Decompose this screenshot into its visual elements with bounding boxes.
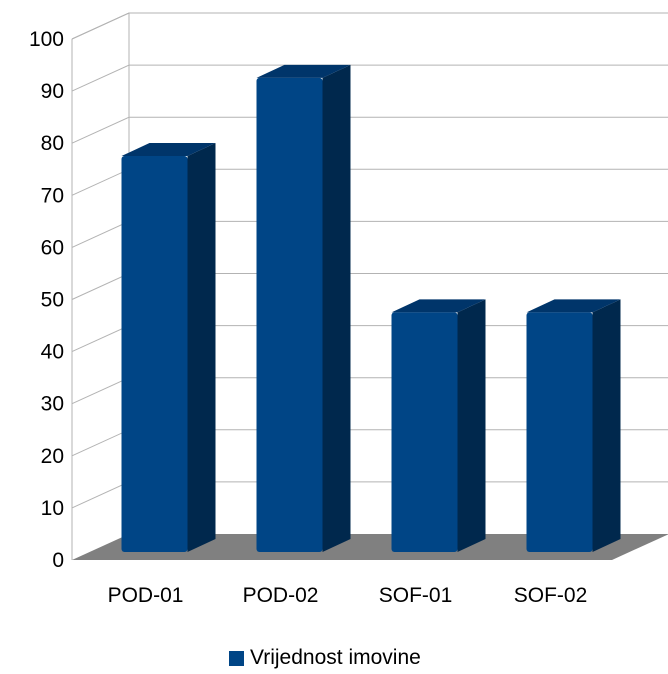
- gridline: [71, 12, 668, 40]
- x-tick-label: POD-01: [108, 584, 184, 607]
- bar-top: [526, 299, 621, 313]
- gridline: [71, 116, 668, 144]
- bar-front: [121, 156, 188, 553]
- y-tick-label: 80: [41, 132, 64, 155]
- gridline: [71, 64, 668, 92]
- bar-top: [391, 299, 486, 313]
- x-tick-label: SOF-01: [379, 584, 453, 607]
- y-axis-tick-labels: 0 10 20 30 40 50 60 70 80 90 100: [29, 28, 64, 572]
- bar: [391, 299, 486, 552]
- y-tick-label: 30: [41, 393, 64, 416]
- y-tick-label: 70: [41, 184, 64, 207]
- legend: Vrijednost imovine: [229, 646, 421, 670]
- bar-top: [121, 143, 216, 157]
- floor-plane: [72, 534, 668, 560]
- chart-floor: [72, 534, 668, 560]
- y-tick-label: 20: [41, 445, 64, 468]
- legend-label: Vrijednost imovine: [250, 646, 421, 669]
- y-tick-label: 40: [41, 341, 64, 364]
- bar-top: [256, 64, 351, 78]
- x-tick-label: SOF-02: [514, 584, 588, 607]
- y-tick-label: 60: [41, 236, 64, 259]
- bar: [256, 64, 351, 552]
- legend-swatch: [229, 650, 244, 666]
- x-axis-tick-labels: POD-01 POD-02 SOF-01 SOF-02: [108, 584, 588, 607]
- y-tick-label: 0: [52, 549, 64, 572]
- bar-front: [256, 77, 323, 552]
- bar-side: [322, 64, 351, 552]
- x-tick-label: POD-02: [243, 584, 319, 607]
- y-tick-label: 10: [41, 497, 64, 520]
- bar-side: [592, 299, 621, 552]
- bar-side: [187, 143, 216, 553]
- bar-side: [457, 299, 486, 552]
- bar: [121, 143, 216, 553]
- y-tick-label: 90: [41, 80, 64, 103]
- y-tick-label: 100: [29, 28, 64, 51]
- y-tick-label: 50: [41, 289, 64, 312]
- bar-front: [391, 312, 458, 552]
- bar: [526, 299, 621, 552]
- bar-front: [526, 312, 593, 552]
- bars: [121, 64, 621, 553]
- back-wall-top-edge: [71, 12, 668, 40]
